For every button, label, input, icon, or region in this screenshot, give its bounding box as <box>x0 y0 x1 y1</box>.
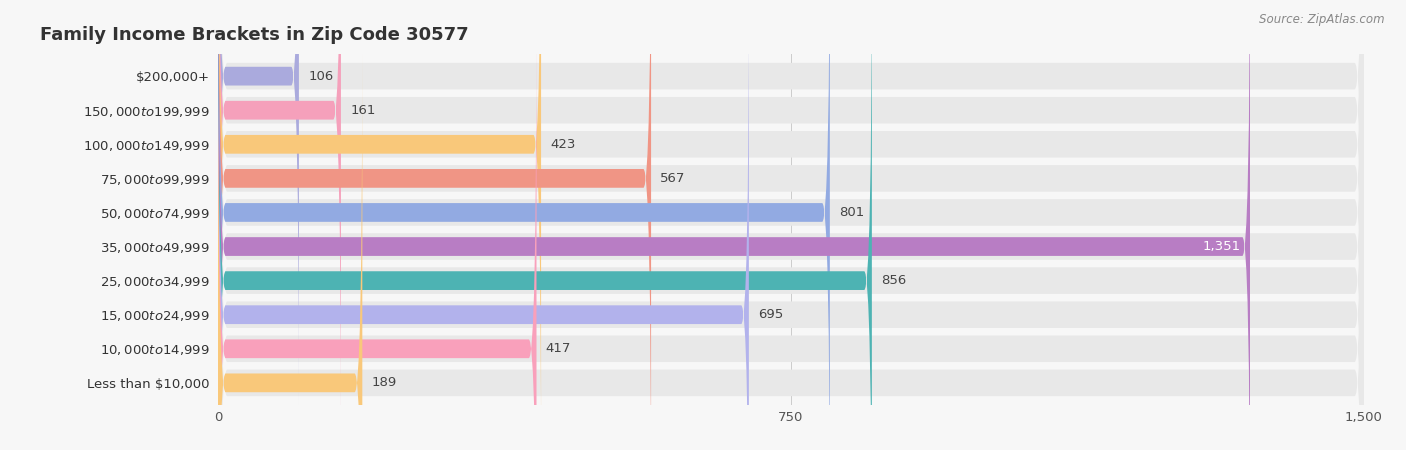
FancyBboxPatch shape <box>218 0 1364 450</box>
FancyBboxPatch shape <box>218 0 651 450</box>
FancyBboxPatch shape <box>218 0 1364 450</box>
FancyBboxPatch shape <box>218 0 1364 450</box>
Text: 189: 189 <box>371 376 396 389</box>
Text: 695: 695 <box>758 308 783 321</box>
Text: 161: 161 <box>350 104 375 117</box>
FancyBboxPatch shape <box>218 0 1364 450</box>
FancyBboxPatch shape <box>218 0 340 441</box>
FancyBboxPatch shape <box>218 0 1250 450</box>
FancyBboxPatch shape <box>218 0 830 450</box>
FancyBboxPatch shape <box>218 51 363 450</box>
FancyBboxPatch shape <box>218 0 541 450</box>
Text: 1,351: 1,351 <box>1202 240 1241 253</box>
FancyBboxPatch shape <box>218 0 1364 450</box>
FancyBboxPatch shape <box>218 0 1364 450</box>
Text: 423: 423 <box>550 138 575 151</box>
FancyBboxPatch shape <box>218 0 1364 450</box>
FancyBboxPatch shape <box>218 18 537 450</box>
FancyBboxPatch shape <box>218 0 1364 450</box>
FancyBboxPatch shape <box>218 0 1364 450</box>
FancyBboxPatch shape <box>218 0 872 450</box>
FancyBboxPatch shape <box>218 0 749 450</box>
Text: Family Income Brackets in Zip Code 30577: Family Income Brackets in Zip Code 30577 <box>41 26 470 44</box>
Text: 106: 106 <box>308 70 333 83</box>
Text: 417: 417 <box>546 342 571 355</box>
FancyBboxPatch shape <box>218 0 299 408</box>
Text: 567: 567 <box>661 172 686 185</box>
Text: Source: ZipAtlas.com: Source: ZipAtlas.com <box>1260 14 1385 27</box>
FancyBboxPatch shape <box>218 0 1364 450</box>
Text: 856: 856 <box>882 274 907 287</box>
Text: 801: 801 <box>839 206 865 219</box>
